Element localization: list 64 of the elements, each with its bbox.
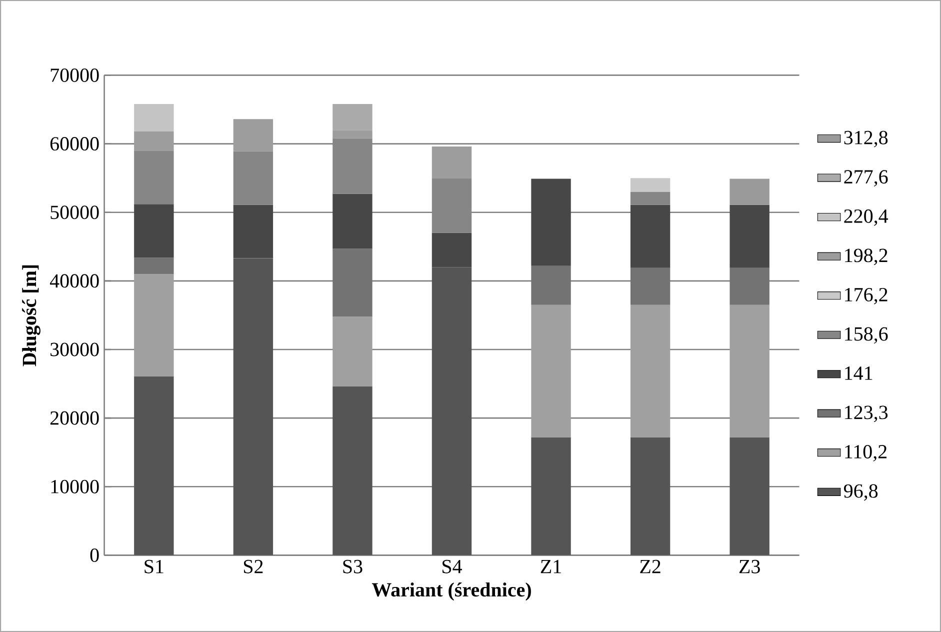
bar [730,204,770,268]
bar [233,119,274,152]
bar [233,151,274,205]
bar [730,178,770,205]
legend-label: 176,2 [845,288,888,304]
bar [134,150,174,204]
bar [730,268,770,305]
y-tick-label: 0 [90,548,99,562]
legend-label: 96,8 [844,484,878,501]
x-tick-label: S2 [244,560,263,574]
bar [630,178,670,192]
x-tick-label: S3 [343,560,362,574]
bar [531,304,571,438]
bar [233,258,274,556]
bar [134,131,174,151]
bar [432,146,472,178]
bar [730,304,770,438]
bar [332,138,372,194]
bar [332,104,372,130]
bar [332,316,372,387]
x-tick-label: S4 [442,560,462,574]
bar [332,130,372,138]
y-tick-label: 70000 [50,68,99,82]
bar [432,232,472,268]
bar [531,266,571,305]
bar [332,248,372,317]
legend-label: 110,2 [845,444,886,462]
y-tick-label: 40000 [50,274,99,288]
bar [630,304,670,438]
legend-label: 141 [845,366,872,380]
bar [134,274,174,376]
bar [531,178,571,266]
bar [332,386,372,556]
legend-label: 198,2 [845,248,888,266]
bar [432,267,472,556]
y-tick-label: 10000 [51,480,99,494]
y-tick-label: 50000 [50,206,99,220]
bar [630,192,670,205]
x-axis-title: Wariant (średnice) [372,582,531,601]
bar [730,437,770,556]
y-tick-label: 60000 [50,137,99,151]
bar [432,178,472,233]
y-axis-title: Długość [m] [22,265,40,366]
bar [332,194,372,249]
bar [134,104,174,132]
legend-label: 312,8 [844,130,888,148]
x-tick-label: Z1 [540,560,561,574]
bar [630,268,670,305]
legend-label: 277,6 [844,170,888,186]
bar [630,204,670,268]
x-tick-label: S1 [144,560,164,574]
bar [134,204,174,258]
legend-label: 220,4 [844,209,888,226]
legend-label: 123,3 [845,406,888,422]
x-tick-label: Z3 [739,560,760,574]
y-tick-label: 30000 [50,342,99,356]
bar [630,437,670,556]
bar [531,437,571,556]
y-tick-label: 20000 [50,411,99,425]
bar [233,204,274,258]
bar [134,376,174,556]
x-tick-label: Z2 [640,560,660,574]
bar [134,258,174,274]
legend-label: 158,6 [845,327,888,344]
